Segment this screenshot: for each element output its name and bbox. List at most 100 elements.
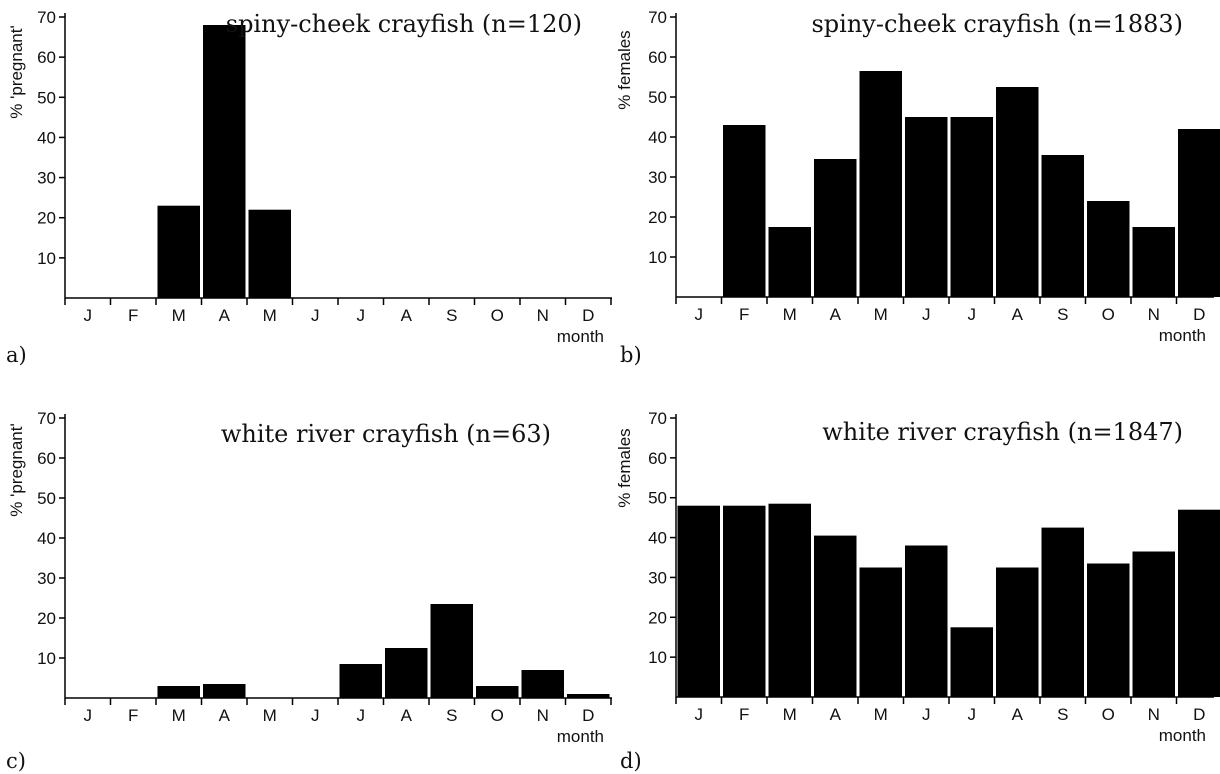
chart-0-x-tick-label-12: D <box>582 306 594 325</box>
chart-3-y-tick-label-60: 60 <box>648 449 667 468</box>
chart-0-y-tick-label-20: 20 <box>37 209 56 228</box>
chart-0-y-tick-label-30: 30 <box>37 169 56 188</box>
chart-3-y-tick-label-30: 30 <box>648 568 667 587</box>
chart-2-bar-8 <box>385 648 428 698</box>
chart-2-bar-3 <box>157 686 200 698</box>
chart-2-x-tick-label-10: O <box>491 706 504 725</box>
chart-1-y-tick-label-70: 70 <box>648 8 667 27</box>
chart-0-x-tick-label-5: M <box>263 306 277 325</box>
chart-1-x-tick-label-7: J <box>968 305 977 324</box>
chart-1-y-tick-label-10: 10 <box>648 248 667 267</box>
chart-3-x-tick-label-4: A <box>830 705 842 724</box>
chart-2-x-tick-label-8: A <box>401 706 413 725</box>
chart-2-y-tick-label-50: 50 <box>37 489 56 508</box>
chart-0-bar-3 <box>157 205 200 298</box>
chart-2-bar-9 <box>430 604 473 698</box>
chart-0-x-tick-label-3: M <box>172 306 186 325</box>
chart-3-x-tick-label-6: J <box>922 705 931 724</box>
chart-1-x-tick-label-1: J <box>695 305 704 324</box>
chart-2-bar-7 <box>339 664 382 698</box>
chart-2-y-axis-label: % 'pregnant' <box>7 423 26 516</box>
chart-3-bar-10 <box>1087 563 1130 697</box>
chart-1-x-tick-label-4: A <box>830 305 842 324</box>
chart-2-y-tick-label-70: 70 <box>37 409 56 428</box>
chart-1-y-tick-label-20: 20 <box>648 208 667 227</box>
chart-0-y-tick-label-60: 60 <box>37 48 56 67</box>
chart-0-y-tick-label-50: 50 <box>37 88 56 107</box>
chart-1-x-tick-label-10: O <box>1102 305 1115 324</box>
chart-2-bar-12 <box>567 694 610 698</box>
chart-2-panel-label: c) <box>6 749 26 773</box>
chart-0-x-tick-label-6: J <box>311 306 320 325</box>
chart-1-y-tick-label-30: 30 <box>648 168 667 187</box>
chart-2-x-tick-label-9: S <box>446 706 457 725</box>
chart-2-y-tick-label-10: 10 <box>37 649 56 668</box>
chart-1-bar-6 <box>905 117 948 297</box>
chart-2-bar-11 <box>521 670 564 698</box>
chart-1-bar-12 <box>1178 129 1220 297</box>
chart-0-y-tick-label-40: 40 <box>37 128 56 147</box>
chart-3-x-tick-label-9: S <box>1057 705 1068 724</box>
chart-3-bar-5 <box>859 567 902 697</box>
chart-2-x-tick-label-5: M <box>263 706 277 725</box>
chart-1-x-tick-label-11: N <box>1148 305 1160 324</box>
chart-0-x-tick-label-11: N <box>537 306 549 325</box>
chart-1-title: spiny-cheek crayfish (n=1883) <box>811 10 1183 38</box>
chart-1-bar-7 <box>950 117 993 297</box>
chart-1-y-tick-label-60: 60 <box>648 48 667 67</box>
chart-1-bar-11 <box>1132 227 1175 297</box>
chart-1-x-tick-label-9: S <box>1057 305 1068 324</box>
chart-1-bar-2 <box>723 125 766 297</box>
chart-3-bar-3 <box>768 503 811 697</box>
chart-3-x-tick-label-8: A <box>1012 705 1024 724</box>
chart-3-x-tick-label-2: F <box>739 705 749 724</box>
chart-3-bar-1 <box>677 505 720 697</box>
chart-2-bar-10 <box>476 686 519 698</box>
chart-1-x-tick-label-6: J <box>922 305 931 324</box>
chart-0-x-tick-label-7: J <box>357 306 366 325</box>
chart-3-title: white river crayfish (n=1847) <box>822 418 1183 446</box>
chart-0-y-axis-label: % 'pregnant' <box>7 25 26 118</box>
chart-2-x-tick-label-11: N <box>537 706 549 725</box>
chart-1-x-tick-label-2: F <box>739 305 749 324</box>
chart-3-bar-12 <box>1178 509 1220 697</box>
chart-3-y-tick-label-50: 50 <box>648 489 667 508</box>
chart-3-x-tick-label-7: J <box>968 705 977 724</box>
chart-2-x-axis-label: month <box>557 727 604 746</box>
chart-1-bar-9 <box>1041 155 1084 297</box>
chart-0-bar-5 <box>248 209 291 298</box>
chart-1-x-tick-label-8: A <box>1012 305 1024 324</box>
chart-1-x-axis-label: month <box>1159 326 1206 345</box>
chart-1-y-tick-label-40: 40 <box>648 128 667 147</box>
chart-0-title: spiny-cheek crayfish (n=120) <box>226 10 582 38</box>
chart-3-y-axis-label: % females <box>615 428 634 507</box>
chart-2-y-tick-label-40: 40 <box>37 529 56 548</box>
chart-0-x-tick-label-1: J <box>84 306 93 325</box>
chart-3-bar-6 <box>905 545 948 697</box>
chart-3-x-tick-label-12: D <box>1193 705 1205 724</box>
chart-3-y-tick-label-20: 20 <box>648 608 667 627</box>
chart-1-x-tick-label-3: M <box>783 305 797 324</box>
chart-2-y-tick-label-30: 30 <box>37 569 56 588</box>
chart-1-bar-5 <box>859 71 902 297</box>
chart-2-y-tick-label-20: 20 <box>37 609 56 628</box>
chart-3-x-tick-label-11: N <box>1148 705 1160 724</box>
chart-2-x-tick-label-4: A <box>219 706 231 725</box>
chart-0-y-tick-label-70: 70 <box>37 8 56 27</box>
chart-1-x-tick-label-12: D <box>1193 305 1205 324</box>
chart-0-bar-4 <box>203 25 246 298</box>
chart-2-x-tick-label-12: D <box>582 706 594 725</box>
chart-3-bar-11 <box>1132 551 1175 697</box>
chart-2-x-tick-label-2: F <box>128 706 138 725</box>
chart-3-bar-2 <box>723 505 766 697</box>
chart-1-bar-3 <box>768 227 811 297</box>
chart-0-x-tick-label-8: A <box>401 306 413 325</box>
chart-3-panel-label: d) <box>620 749 642 773</box>
chart-1-y-axis-label: % females <box>615 30 634 109</box>
chart-1-panel-label: b) <box>620 343 642 367</box>
